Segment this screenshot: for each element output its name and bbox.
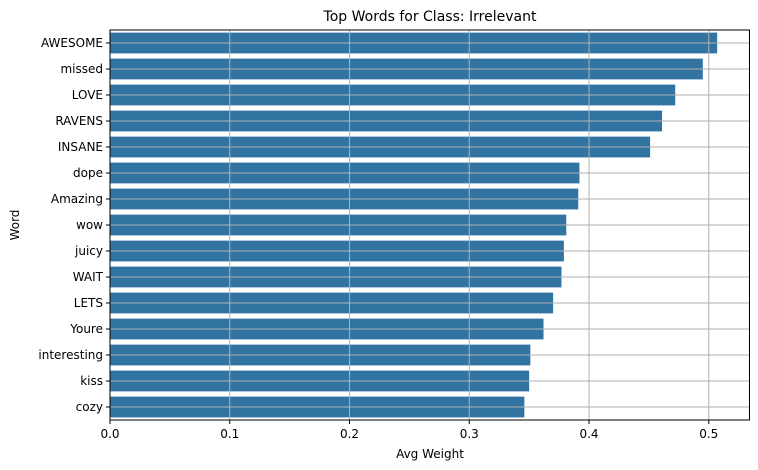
- y-tick-label: Youre: [69, 322, 103, 336]
- y-tick-label: interesting: [38, 348, 103, 362]
- x-tick-label: 0.5: [699, 427, 718, 441]
- y-tick-label: LETS: [74, 296, 103, 310]
- x-tick-label: 0.3: [460, 427, 479, 441]
- x-axis-label: Avg Weight: [396, 447, 464, 461]
- y-tick-label: juicy: [74, 244, 103, 258]
- y-tick-label: INSANE: [58, 140, 103, 154]
- y-tick-label: Amazing: [51, 192, 103, 206]
- y-tick-label: dope: [73, 166, 103, 180]
- x-tick-label: 0.0: [100, 427, 119, 441]
- chart-title: Top Words for Class: Irrelevant: [323, 9, 537, 25]
- y-tick-label: cozy: [76, 400, 103, 414]
- x-tick-label: 0.2: [340, 427, 359, 441]
- y-tick-label: WAIT: [73, 270, 104, 284]
- y-tick-label: kiss: [80, 374, 103, 388]
- y-axis-label: Word: [8, 210, 22, 241]
- y-tick-label: AWESOME: [41, 36, 103, 50]
- plot-frame: [109, 29, 750, 421]
- y-tick-label: LOVE: [72, 88, 103, 102]
- x-tick-label: 0.4: [579, 427, 598, 441]
- y-tick-label: RAVENS: [55, 114, 103, 128]
- x-tick-label: 0.1: [220, 427, 239, 441]
- y-tick-label: wow: [76, 218, 103, 232]
- y-tick-label: missed: [60, 62, 103, 76]
